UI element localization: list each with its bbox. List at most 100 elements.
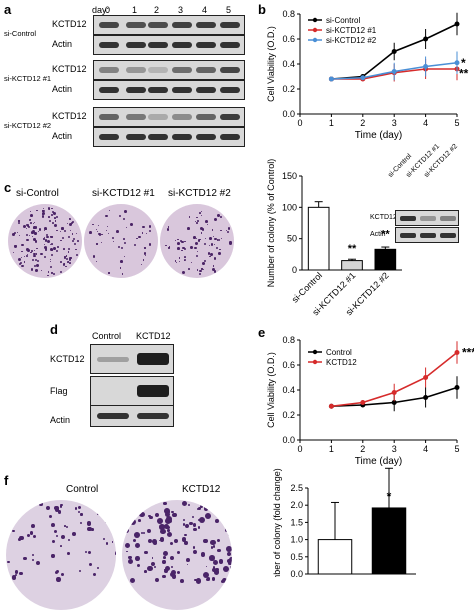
colony-dot: [109, 210, 110, 211]
colony-dot: [76, 254, 78, 256]
colony-dot: [50, 261, 52, 263]
colony-dot: [68, 248, 70, 250]
colony-dot: [49, 209, 50, 210]
colony-dot: [116, 230, 119, 233]
colony-dot: [204, 243, 207, 246]
x-tick-label: 4: [423, 444, 428, 454]
colony-dot: [193, 523, 196, 526]
colony-dot: [190, 246, 193, 249]
colony-plate: [122, 500, 232, 610]
colony-dot: [105, 215, 107, 217]
plate-label: si-KCTD12 #2: [168, 188, 231, 199]
data-point: [360, 400, 365, 405]
data-point: [455, 22, 460, 27]
colony-dot: [138, 519, 141, 522]
colony-dot: [198, 526, 200, 528]
colony-dot: [47, 275, 49, 277]
colony-dot: [164, 508, 170, 514]
colony-dot: [214, 257, 216, 259]
colony-dot: [209, 555, 214, 560]
colony-dot: [197, 251, 198, 252]
colony-dot: [53, 273, 55, 275]
colony-dot: [189, 216, 191, 218]
colony-dot: [44, 246, 47, 249]
colony-dot: [133, 506, 138, 511]
colony-dot: [192, 516, 194, 518]
x-tick-label: 1: [329, 444, 334, 454]
colony-dot: [219, 249, 220, 250]
colony-dot: [119, 215, 121, 217]
colony-dot: [37, 260, 39, 262]
data-point: [329, 404, 334, 409]
colony-dot: [172, 513, 177, 518]
colony-dot: [51, 554, 54, 557]
significance-mark: **: [459, 66, 469, 80]
y-tick-label: 50: [287, 234, 297, 244]
colony-dot: [63, 248, 65, 250]
colony-dot: [205, 513, 211, 519]
y-tick-label: 0.8: [282, 9, 295, 19]
legend-entry: si-KCTD12 #1: [326, 26, 377, 35]
colony-dot: [177, 551, 180, 554]
colony-dot: [120, 267, 121, 268]
colony-dot: [229, 241, 231, 243]
y-tick-label: 0.2: [282, 410, 295, 420]
colony-dot: [51, 243, 53, 245]
colony-dot: [217, 549, 221, 553]
colony-dot: [72, 532, 76, 536]
inset-row-label: Actin: [370, 231, 386, 238]
data-point: [392, 49, 397, 54]
colony-dot: [181, 250, 182, 251]
blot-strip: [90, 376, 174, 406]
colony-dot: [115, 553, 116, 555]
significance-mark: *: [387, 489, 392, 503]
colony-dot: [21, 257, 22, 258]
plate-label: si-KCTD12 #1: [92, 188, 155, 199]
x-tick-label: 2: [360, 118, 365, 128]
colony-dot: [213, 560, 218, 565]
data-point: [423, 64, 428, 69]
colony-dot: [217, 214, 220, 217]
colony-dot: [69, 262, 71, 264]
blot-strip: [90, 344, 174, 374]
y-tick-label: 0: [292, 265, 297, 275]
legend-marker: [313, 38, 317, 42]
colony-dot: [118, 246, 120, 248]
colony-dot: [164, 569, 168, 573]
colony-dot: [210, 253, 213, 256]
colony-dot: [126, 227, 127, 228]
colony-dot: [193, 550, 197, 554]
colony-dot: [55, 571, 59, 575]
colony-dot: [193, 546, 196, 549]
colony-dot: [31, 231, 34, 234]
colony-dot: [128, 556, 131, 559]
colony-dot: [188, 504, 190, 506]
colony-dot: [196, 255, 198, 257]
y-tick-label: 2.0: [290, 500, 303, 510]
colony-dot: [34, 250, 35, 251]
colony-dot: [93, 573, 96, 576]
colony-dot: [26, 234, 28, 236]
colony-dot: [166, 516, 172, 522]
colony-dot: [212, 268, 215, 271]
colony-dot: [60, 231, 61, 232]
colony-dot: [35, 269, 38, 272]
colony-dot: [213, 545, 215, 547]
colony-dot: [174, 539, 178, 543]
colony-dot: [80, 522, 82, 524]
colony-dot: [175, 240, 176, 241]
colony-dot: [191, 262, 192, 263]
colony-dot: [46, 236, 48, 238]
colony-dot: [19, 572, 22, 575]
colony-dot: [18, 258, 21, 261]
y-axis-label: Cell Viability (O.D.): [266, 26, 276, 102]
colony-dot: [196, 578, 201, 583]
x-tick-label: 4: [423, 118, 428, 128]
colony-dot: [184, 241, 186, 243]
colony-dot: [112, 541, 114, 543]
colony-dot: [218, 252, 221, 255]
colony-dot: [50, 266, 52, 268]
y-tick-label: 0.0: [290, 569, 303, 577]
colony-dot: [27, 224, 30, 227]
colony-dot: [58, 510, 62, 514]
